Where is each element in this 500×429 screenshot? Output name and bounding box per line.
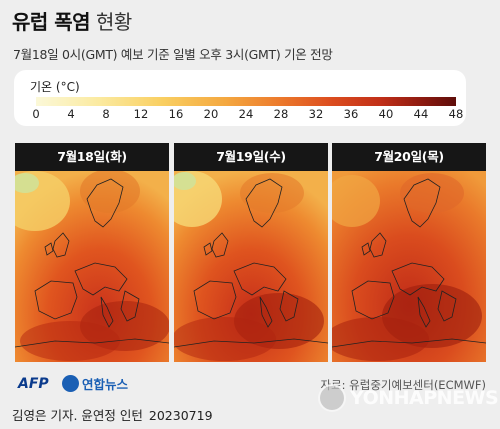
legend-tick: 12 — [133, 107, 149, 121]
yonhap-logo-text: 연합뉴스 — [82, 377, 129, 392]
europe-temperature-map — [332, 171, 486, 362]
legend-tick: 0 — [32, 107, 40, 121]
credit-line: 김영은 기자. 윤연정 인턴 20230719 — [12, 405, 213, 424]
title-main: 유럽 폭염 — [12, 10, 91, 34]
legend-tick: 8 — [102, 107, 110, 121]
legend-color-bar — [36, 97, 456, 106]
legend-tick: 4 — [67, 107, 75, 121]
legend-title: 기온 (°C) — [30, 80, 80, 94]
credit-authors: 김영은 기자. 윤연정 인턴 — [12, 408, 143, 423]
legend-tick: 28 — [273, 107, 289, 121]
watermark-icon — [318, 384, 346, 412]
panel-date: 7월18일(화) — [15, 143, 169, 171]
legend-tick: 32 — [308, 107, 324, 121]
subtitle: 7월18일 0시(GMT) 예보 기준 일별 오후 3시(GMT) 기온 전망 — [13, 47, 333, 62]
forecast-panel-jul19: 7월19일(수) — [174, 143, 328, 362]
title-sub: 현황 — [95, 10, 132, 34]
legend-tick: 20 — [203, 107, 219, 121]
legend-tick: 48 — [448, 107, 464, 121]
panel-date: 7월19일(수) — [174, 143, 328, 171]
temperature-legend: 기온 (°C) 0 4 8 12 16 20 24 28 32 36 40 44… — [14, 70, 466, 126]
legend-tick: 16 — [168, 107, 184, 121]
europe-temperature-map — [174, 171, 328, 362]
legend-tick: 44 — [413, 107, 429, 121]
legend-tick: 40 — [378, 107, 394, 121]
afp-logo: AFP — [18, 376, 49, 392]
watermark-text: YONHAPNEWS — [350, 387, 499, 409]
panel-date: 7월20일(목) — [332, 143, 486, 171]
forecast-panel-jul18: 7월18일(화) — [15, 143, 169, 362]
legend-tick: 24 — [238, 107, 254, 121]
yonhap-logo-icon — [62, 375, 79, 392]
europe-temperature-map — [15, 171, 169, 362]
credit-date: 20230719 — [148, 408, 213, 423]
yonhapnews-watermark: YONHAPNEWS — [318, 384, 499, 412]
yonhap-logo: 연합뉴스 — [62, 374, 128, 393]
legend-tick: 36 — [343, 107, 359, 121]
page-title: 유럽 폭염 현황 — [12, 10, 132, 34]
forecast-panel-jul20: 7월20일(목) — [332, 143, 486, 362]
source-text: 자료: 유럽중기예보센터(ECMWF) — [320, 378, 486, 392]
